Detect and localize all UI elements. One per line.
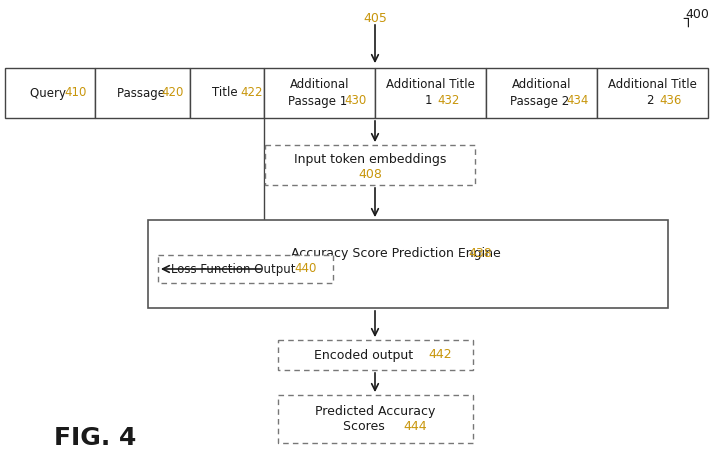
Text: Accuracy Score Prediction Engine: Accuracy Score Prediction Engine xyxy=(291,247,505,260)
Text: FIG. 4: FIG. 4 xyxy=(53,426,136,450)
Text: 438: 438 xyxy=(468,247,492,260)
Bar xyxy=(375,68,486,118)
Text: Passage 1: Passage 1 xyxy=(288,95,351,108)
Text: 442: 442 xyxy=(429,349,452,362)
Text: └: └ xyxy=(676,8,685,23)
Text: Passage: Passage xyxy=(117,87,168,100)
Text: 432: 432 xyxy=(437,95,459,108)
Text: Query: Query xyxy=(31,87,70,100)
Text: 420: 420 xyxy=(161,87,183,100)
Text: 440: 440 xyxy=(294,262,317,275)
Bar xyxy=(597,68,708,118)
Bar xyxy=(148,220,668,308)
Text: 408: 408 xyxy=(358,167,382,180)
Bar xyxy=(278,395,473,443)
Text: Input token embeddings: Input token embeddings xyxy=(294,152,446,165)
Bar xyxy=(278,340,473,370)
Text: 430: 430 xyxy=(344,95,366,108)
Text: 405: 405 xyxy=(363,12,387,25)
Bar xyxy=(5,68,96,118)
Text: 422: 422 xyxy=(241,87,263,100)
Bar xyxy=(190,68,264,118)
Text: Passage 2: Passage 2 xyxy=(510,95,573,108)
Text: Scores: Scores xyxy=(343,420,389,433)
Text: Additional: Additional xyxy=(289,78,349,91)
Text: Additional: Additional xyxy=(512,78,571,91)
Bar xyxy=(96,68,190,118)
Text: 400: 400 xyxy=(685,8,709,21)
Text: 444: 444 xyxy=(404,420,427,433)
Text: Additional Title: Additional Title xyxy=(386,78,475,91)
Text: Predicted Accuracy: Predicted Accuracy xyxy=(315,404,436,418)
Bar xyxy=(264,68,375,118)
Text: Loss Function Output: Loss Function Output xyxy=(171,262,299,275)
Text: 434: 434 xyxy=(567,95,589,108)
Text: 436: 436 xyxy=(659,95,682,108)
Text: 410: 410 xyxy=(64,87,86,100)
Text: 1: 1 xyxy=(425,95,436,108)
Bar xyxy=(265,145,475,185)
Text: Encoded output: Encoded output xyxy=(314,349,417,362)
Text: 2: 2 xyxy=(647,95,658,108)
Text: Title: Title xyxy=(212,87,242,100)
Text: Additional Title: Additional Title xyxy=(608,78,697,91)
Bar xyxy=(158,255,333,283)
Bar xyxy=(486,68,597,118)
